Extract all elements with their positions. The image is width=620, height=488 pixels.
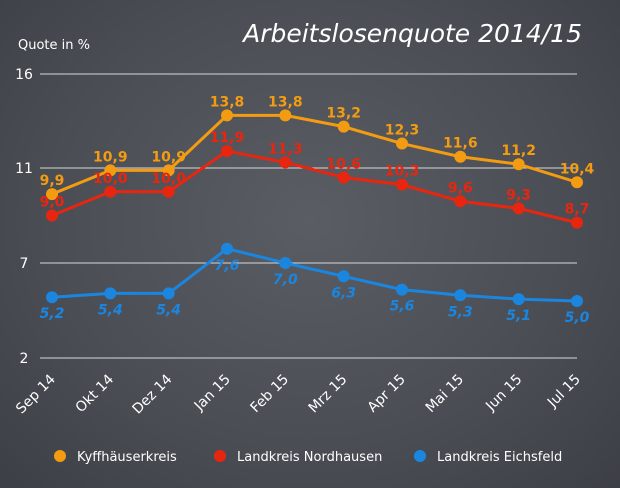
data-label: 10,0 <box>93 171 128 187</box>
data-label: 9,9 <box>40 173 65 189</box>
data-point <box>454 195 467 208</box>
data-point <box>571 295 583 307</box>
data-label: 13,8 <box>268 94 303 110</box>
data-label: 6,3 <box>331 285 356 301</box>
data-label: 7,0 <box>273 272 298 288</box>
x-tick-label: Okt 14 <box>73 371 118 416</box>
data-label: 5,2 <box>40 306 65 322</box>
x-tick-label: Feb 15 <box>248 372 293 417</box>
data-point <box>279 156 292 169</box>
data-point <box>396 178 408 191</box>
data-label: 5,3 <box>448 304 473 320</box>
data-point <box>512 158 525 171</box>
data-label: 9,0 <box>40 195 65 211</box>
y-tick-label: 16 <box>15 67 33 83</box>
x-tick-label: Mrz 15 <box>306 372 351 417</box>
legend-marker <box>214 450 226 462</box>
data-point <box>46 291 58 304</box>
series-0: 9,9 10,9 10,9 13,8 13,8 13,2 12,3 11,6 11,2 10,4 <box>40 94 595 201</box>
data-point <box>396 137 408 150</box>
data-point <box>221 145 233 158</box>
data-point <box>46 188 58 201</box>
legend-label: Kyffhäuserkreis <box>77 450 177 465</box>
y-axis-label: Quote in % <box>18 38 90 53</box>
data-point <box>337 120 350 133</box>
data-point <box>337 171 350 184</box>
data-point <box>104 185 117 198</box>
x-tick-label: Jul 15 <box>544 372 584 412</box>
data-label: 10,3 <box>385 164 420 180</box>
data-label: 5,0 <box>565 310 590 326</box>
data-label: 8,7 <box>565 202 590 218</box>
chart-title: Arbeitslosenquote 2014/15 <box>241 19 582 48</box>
data-label: 5,4 <box>156 302 181 318</box>
data-point <box>571 216 583 229</box>
series-line <box>51 247 578 303</box>
data-label: 11,2 <box>501 143 536 159</box>
series-line <box>51 113 578 196</box>
legend-marker <box>54 450 66 462</box>
legend-marker <box>414 450 426 462</box>
data-point <box>221 242 233 255</box>
data-label: 11,9 <box>210 130 245 146</box>
data-point <box>396 283 408 296</box>
data-point <box>162 185 175 198</box>
x-tick-label: Apr 15 <box>365 372 409 416</box>
data-label: 5,1 <box>506 308 531 324</box>
data-point <box>279 109 292 122</box>
data-point <box>46 209 58 222</box>
data-label: 13,8 <box>210 94 245 110</box>
y-tick-label: 7 <box>20 256 29 272</box>
data-label: 7,6 <box>215 258 240 274</box>
data-point <box>221 109 233 122</box>
data-label: 10,4 <box>560 161 595 177</box>
series-line <box>51 149 578 225</box>
data-label: 10,9 <box>93 149 128 165</box>
data-label: 10,0 <box>151 171 186 187</box>
x-tick-label: Mai 15 <box>423 372 467 416</box>
data-point <box>279 257 292 269</box>
data-label: 13,2 <box>326 106 361 122</box>
data-label: 9,3 <box>506 187 531 203</box>
data-point <box>337 270 350 283</box>
data-point <box>454 289 467 302</box>
x-tick-label: Jan 15 <box>191 372 234 415</box>
data-point <box>162 287 175 300</box>
data-label: 9,6 <box>448 180 473 196</box>
data-label: 10,6 <box>326 157 361 173</box>
data-point <box>512 202 525 215</box>
x-tick-label: Sep 14 <box>13 371 59 417</box>
y-tick-label: 2 <box>20 351 29 367</box>
data-point <box>454 150 467 163</box>
y-tick-label: 11 <box>15 161 33 177</box>
series-1: 9,0 10,0 10,0 11,9 11,3 10,6 10,3 9,6 9,3 8,7 <box>40 130 590 229</box>
data-point <box>104 287 117 300</box>
data-label: 11,6 <box>443 136 478 152</box>
data-label: 10,9 <box>151 149 186 165</box>
x-tick-label: Jun 15 <box>482 372 525 415</box>
data-label: 5,6 <box>390 299 415 315</box>
legend-label: Landkreis Eichsfeld <box>437 450 562 465</box>
data-label: 11,3 <box>268 141 303 157</box>
x-tick-label: Dez 14 <box>130 371 176 417</box>
data-label: 12,3 <box>385 123 420 139</box>
legend-label: Landkreis Nordhausen <box>237 450 382 465</box>
data-point <box>162 164 175 177</box>
data-label: 5,4 <box>98 302 123 318</box>
data-point <box>104 164 117 177</box>
data-point <box>571 176 583 189</box>
data-point <box>512 293 525 306</box>
series-2: 5,2 5,4 5,4 7,6 7,0 6,3 5,6 5,3 5,1 5,0 <box>40 242 590 326</box>
